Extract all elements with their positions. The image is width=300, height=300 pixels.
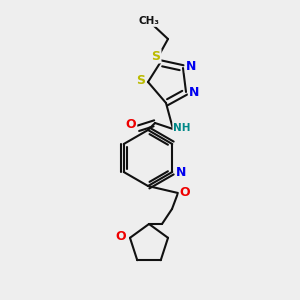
Text: O: O <box>126 118 136 131</box>
Text: S: S <box>136 74 146 88</box>
Text: CH₃: CH₃ <box>139 16 160 26</box>
Text: O: O <box>180 185 190 199</box>
Text: NH: NH <box>173 123 191 133</box>
Text: N: N <box>186 59 196 73</box>
Text: N: N <box>176 166 186 178</box>
Text: O: O <box>116 230 126 243</box>
Text: S: S <box>152 50 160 62</box>
Text: N: N <box>189 85 199 98</box>
